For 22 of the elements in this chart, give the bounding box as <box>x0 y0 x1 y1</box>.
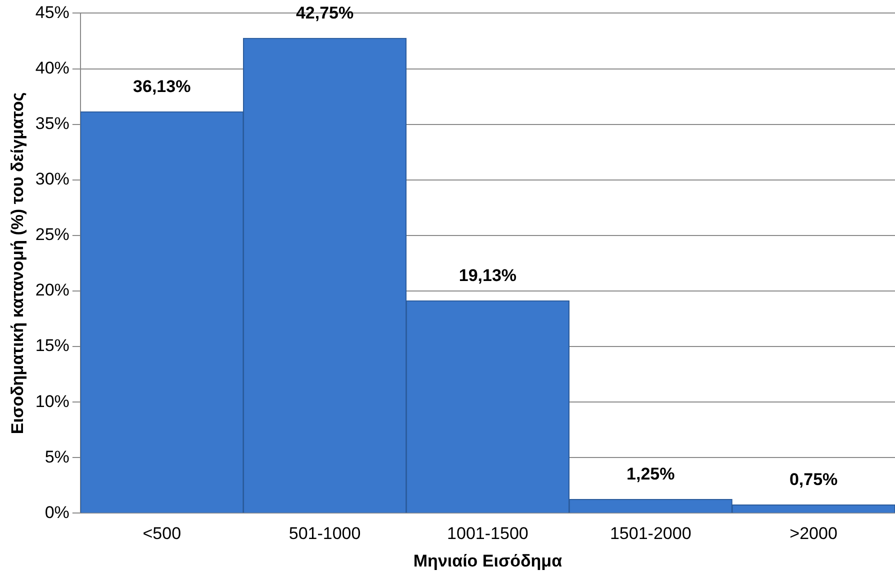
x-tick-label: 1501-2000 <box>610 524 692 544</box>
data-label: 42,75% <box>296 3 354 22</box>
data-label: 36,13% <box>133 76 191 96</box>
y-tick-label: 45% <box>35 2 70 22</box>
data-label: 0,75% <box>789 470 838 490</box>
y-tick-label: 15% <box>35 336 70 356</box>
y-tick-label: 20% <box>35 280 70 300</box>
x-tick-label: <500 <box>142 524 182 544</box>
x-axis-title: Μηνιαίο Εισόδημα <box>413 551 563 570</box>
y-tick-label: 0% <box>44 502 70 522</box>
y-tick-label: 35% <box>35 114 70 133</box>
x-tick-label: 1001-1500 <box>447 524 528 544</box>
data-label: 19,13% <box>458 266 517 285</box>
y-tick-label: 5% <box>44 447 70 466</box>
x-tick-label: 501-1000 <box>288 524 361 544</box>
x-tick-label: >2000 <box>790 524 838 544</box>
y-tick-label: 30% <box>35 170 70 189</box>
data-label: 1,25% <box>626 464 675 484</box>
y-tick-label: 25% <box>35 225 70 244</box>
y-axis-title: Εισοδηματική κατανομή (%) του δείγματος <box>8 92 27 434</box>
y-tick-label: 40% <box>35 58 70 78</box>
y-tick-label: 10% <box>35 392 70 411</box>
